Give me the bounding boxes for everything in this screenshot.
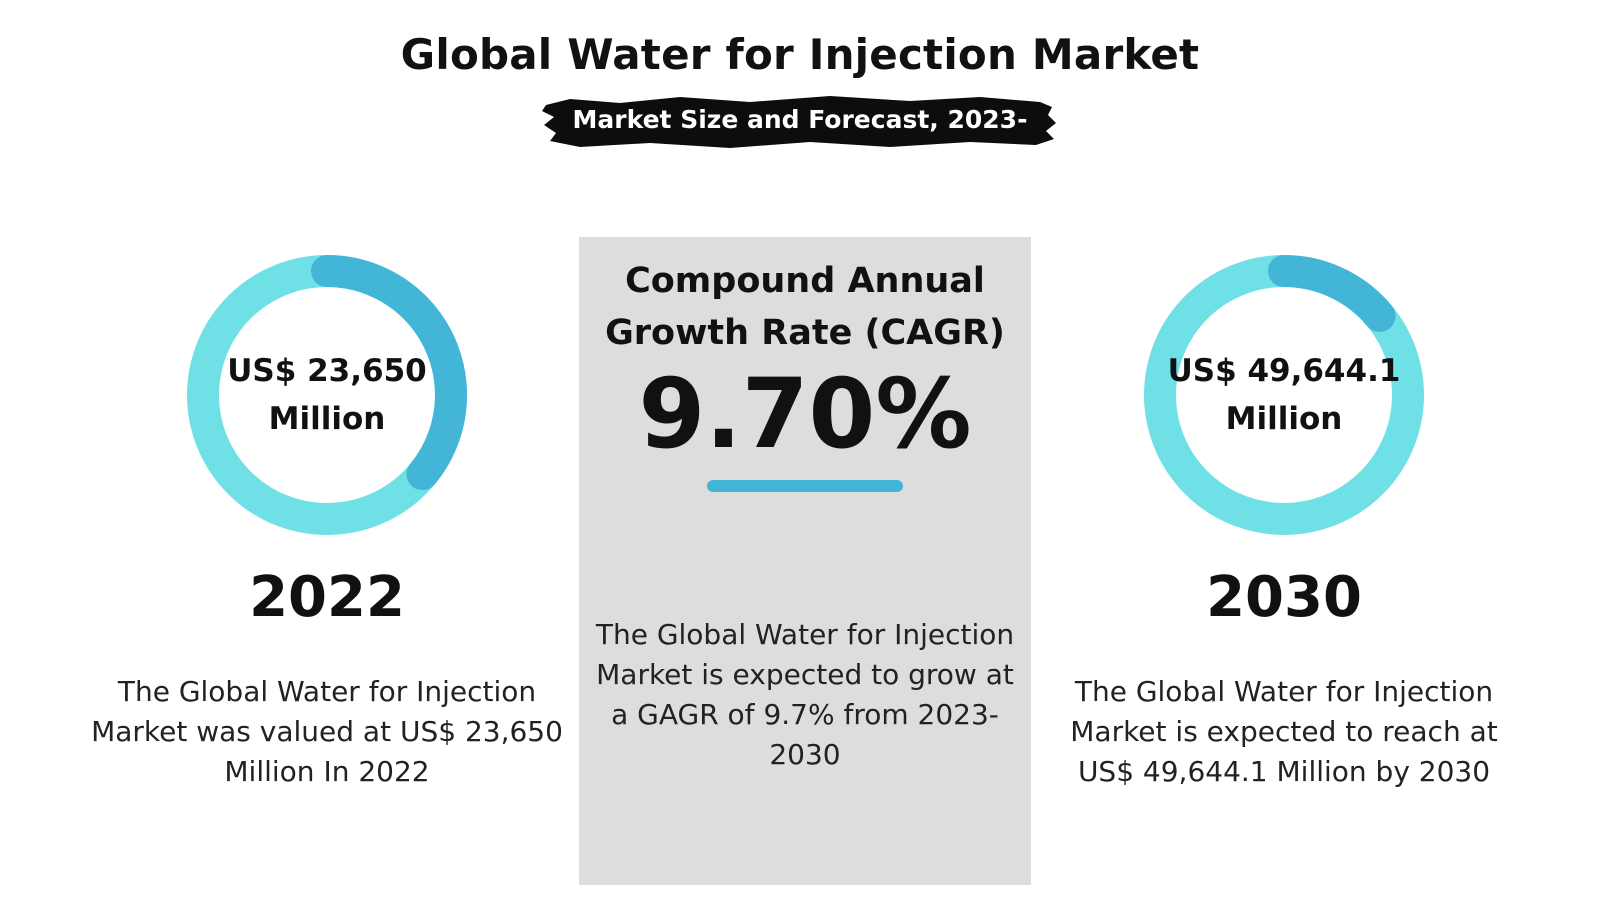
market-2030-ring: US$ 49,644.1 Million (1144, 255, 1424, 535)
donut-chart-icon (187, 255, 467, 535)
market-2030-value-unit: Million (1225, 401, 1343, 437)
market-2022-value-unit: Million (268, 401, 386, 437)
market-2030-value: US$ 49,644.1 Million (1144, 255, 1424, 535)
market-2030-value-amount: US$ 49,644.1 (1167, 353, 1401, 389)
market-2030-description: The Global Water for Injection Market is… (1070, 675, 1498, 788)
market-2022-value: US$ 23,650 Million (187, 255, 467, 535)
market-2022-ring: US$ 23,650 Million (187, 255, 467, 535)
cagr-label-line2: Growth Rate (CAGR) (605, 313, 1005, 353)
brush-stroke (542, 96, 1056, 148)
cagr-value: 9.70% (638, 358, 972, 470)
page-title: Global Water for Injection Market (400, 30, 1200, 79)
donut-chart-icon (1144, 255, 1424, 535)
year-2022: 2022 (249, 565, 405, 630)
year-2030: 2030 (1206, 565, 1362, 630)
cagr-description: The Global Water for Injection Market is… (595, 618, 1015, 771)
cagr-panel: Compound Annual Growth Rate (CAGR) 9.70%… (579, 237, 1031, 885)
market-2022-description: The Global Water for Injection Market wa… (91, 675, 563, 788)
subtitle-banner: Market Size and Forecast, 2023-2030 (540, 93, 1060, 188)
market-2022-value-amount: US$ 23,650 (227, 353, 427, 389)
cagr-label-line1: Compound Annual (625, 261, 985, 301)
cagr-label: Compound Annual Growth Rate (CAGR) (579, 255, 1031, 359)
subtitle: Market Size and Forecast, 2023-2030 (572, 105, 1028, 188)
cagr-underline (707, 480, 903, 492)
